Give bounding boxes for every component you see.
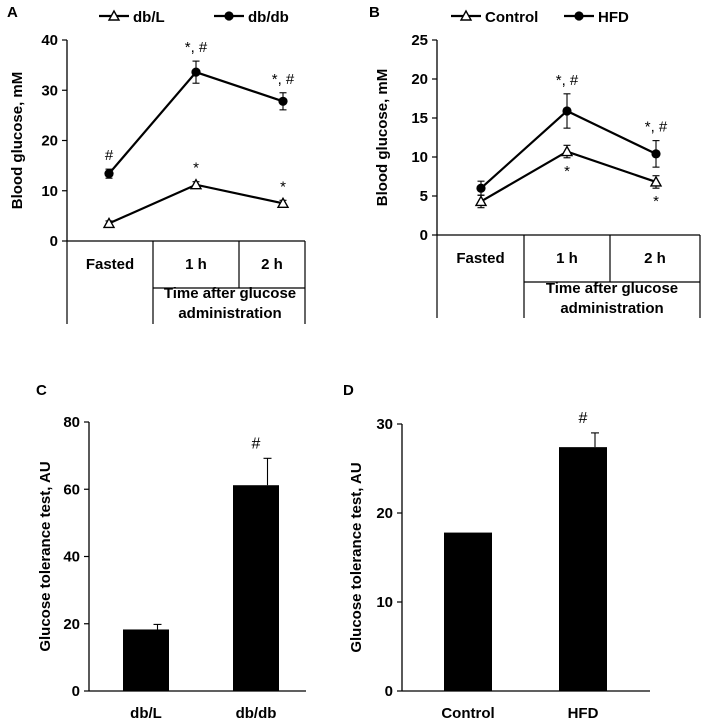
panel-b-category-label: Fasted (456, 250, 504, 267)
panel-a-category-label: Fasted (86, 256, 134, 273)
panel-b-series-control-legend-label: Control (485, 9, 538, 26)
panel-c: 0 20 40 60 80 Glucose tolerance test, AU Cdb/L… (36, 382, 306, 722)
panel-a-series-db-db-legend-label: db/db (248, 9, 289, 26)
panel-c-panel-label: C (36, 382, 47, 399)
panel-a-series-db-l-point (276, 196, 290, 209)
panel-b-series-control-legend-marker (459, 9, 473, 21)
panel-b-group-label: Time after glucose (546, 280, 678, 297)
panel-a-series-db-l-annotation: * (280, 178, 286, 195)
panel-a-y-tick-label: 40 (41, 32, 58, 49)
panel-c-y-tick-label: 60 (63, 481, 80, 498)
panel-d-bar-hfd-annotation: # (579, 410, 588, 427)
panel-a-category-label: 2 h (261, 256, 283, 273)
panel-b-panel-label: B (369, 4, 380, 21)
panel-a-series-db-db-annotation: # (105, 147, 114, 164)
panel-b-series-hfd-point (562, 106, 572, 116)
panel-a-series-db-l-point (189, 178, 203, 190)
panel-b-series-hfd-legend-label: HFD (598, 9, 629, 26)
panel-b-series-control-point (474, 195, 488, 207)
panel-b-y-axis-label: Blood glucose, mM (374, 69, 391, 207)
panel-a: 0 10 20 30 40 Blood glucose, mM A Fasted 1 h 2 h T… (7, 4, 306, 324)
panel-a-series-db-l-legend-marker (107, 9, 121, 21)
panel-a-category-label: 1 h (185, 256, 207, 273)
panel-a-panel-label: A (7, 4, 18, 21)
panel-d-y-tick-label: 30 (376, 416, 393, 433)
panel-c-bar-db-db (233, 485, 279, 691)
panel-a-series-db-db-point (278, 96, 288, 106)
panel-d: 0 10 20 30 Glucose tolerance test, AU D Contro… (343, 382, 650, 722)
panel-b-series-control-point (560, 145, 574, 157)
panel-b-series-hfd-point (476, 183, 486, 193)
panel-d-panel-label: D (343, 382, 354, 399)
panel-a-series-db-db-line (108, 70, 284, 175)
panel-b-series-control-annotation: * (564, 163, 570, 180)
panel-b-group-label: administration (560, 300, 663, 317)
panel-b-series-hfd-annotation: *, # (645, 119, 668, 136)
panel-a-series-db-l-line (108, 183, 284, 225)
panel-b-y-tick-label: 20 (411, 71, 428, 88)
panel-b-y-tick-label: 15 (411, 110, 428, 127)
panel-d-y-tick-label: 20 (376, 505, 393, 522)
panel-a-group-label: Time after glucose (164, 285, 296, 302)
panel-a-y-tick-label: 30 (41, 82, 58, 99)
panel-a-series-db-db-legend-marker (224, 11, 234, 21)
panel-a-y-axis-label: Blood glucose, mM (9, 72, 26, 210)
panel-b-series-control-annotation: * (653, 193, 659, 210)
panel-a-y-tick-label: 0 (50, 233, 58, 250)
panel-c-bar-db-l (123, 629, 169, 691)
panel-b-category-label: 2 h (644, 250, 666, 267)
panel-a-series-db-db-point (104, 169, 114, 179)
panel-b-series-hfd-point (651, 149, 661, 159)
panel-c-bar-db-db-category-label: db/db (236, 705, 277, 722)
panel-d-bar-control-category-label: Control (441, 705, 494, 722)
panel-d-y-axis-label: Glucose tolerance test, AU (348, 462, 365, 652)
panel-c-bar-db-l-category-label: db/L (130, 705, 162, 722)
panel-a-y-tick-label: 10 (41, 183, 58, 200)
panel-b-y-tick-label: 10 (411, 149, 428, 166)
panel-c-y-tick-label: 20 (63, 616, 80, 633)
panel-a-series-db-l-legend-label: db/L (133, 9, 165, 26)
panel-a-series-db-db-annotation: *, # (185, 39, 208, 56)
panel-a-series-db-db-point (191, 67, 201, 77)
panel-c-y-axis-label: Glucose tolerance test, AU (37, 461, 54, 651)
panel-a-series-db-l-annotation: * (193, 160, 199, 177)
panel-a-series-db-db-annotation: *, # (272, 71, 295, 88)
panel-b-series-control-point (649, 175, 663, 187)
panel-b-y-tick-label: 25 (411, 32, 428, 49)
panel-d-y-tick-label: 10 (376, 594, 393, 611)
panel-d-y-tick-label: 0 (385, 683, 393, 700)
panel-d-bar-hfd-category-label: HFD (568, 705, 599, 722)
panel-d-bar-control (444, 532, 492, 691)
panel-c-bar-db-db-annotation: # (252, 435, 261, 452)
panel-c-y-tick-label: 40 (63, 549, 80, 566)
panel-c-y-tick-label: 80 (63, 414, 80, 431)
panel-a-group-label: administration (178, 305, 281, 322)
panel-b-y-tick-label: 5 (420, 188, 428, 205)
panel-b-category-label: 1 h (556, 250, 578, 267)
panel-b-series-hfd-legend-marker (574, 11, 584, 21)
panel-d-bar-hfd (559, 447, 607, 691)
panel-a-series-db-l-point (102, 216, 116, 229)
panel-c-y-tick-label: 0 (72, 683, 80, 700)
panel-b-series-hfd-annotation: *, # (556, 72, 579, 89)
panel-a-y-tick-label: 20 (41, 133, 58, 150)
panel-b-y-tick-label: 0 (420, 227, 428, 244)
panel-b: 0 5 10 15 20 25 Blood glucose, mM B Fasted 1 h 2 h… (369, 4, 701, 318)
